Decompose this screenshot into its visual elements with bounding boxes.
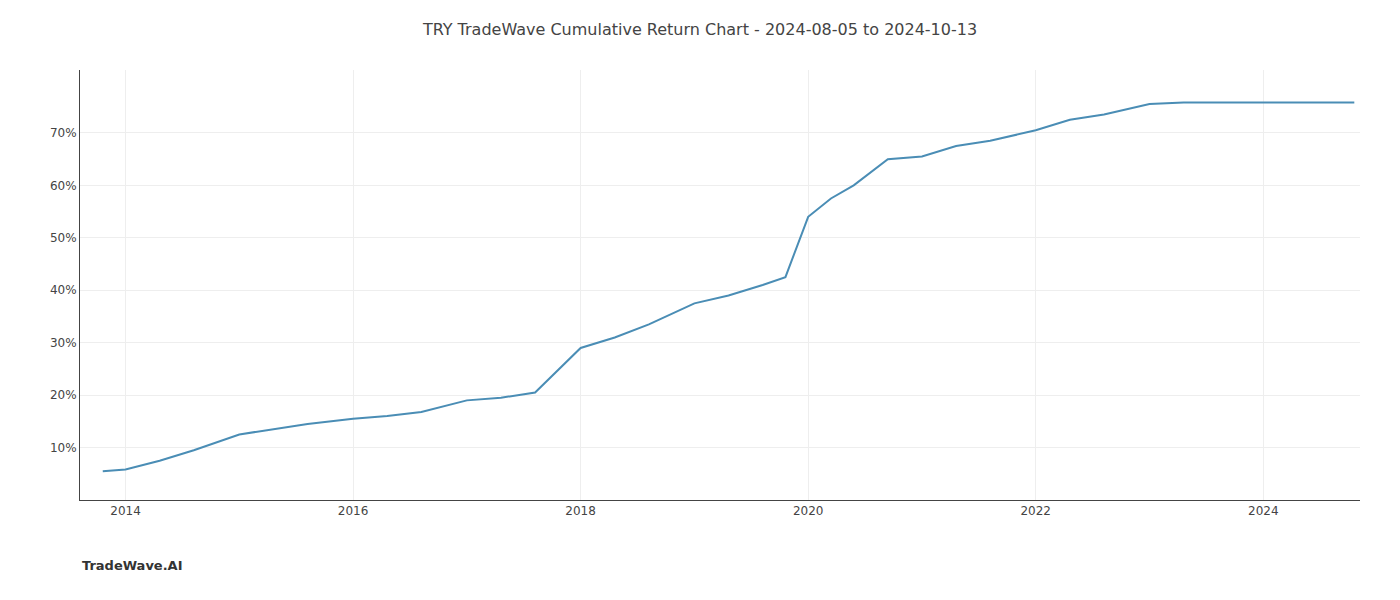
- svg-text:70%: 70%: [50, 126, 77, 140]
- svg-text:2024: 2024: [1248, 504, 1279, 518]
- svg-text:50%: 50%: [50, 231, 77, 245]
- svg-text:30%: 30%: [50, 336, 77, 350]
- svg-text:2020: 2020: [793, 504, 824, 518]
- svg-text:40%: 40%: [50, 283, 77, 297]
- svg-text:2016: 2016: [338, 504, 369, 518]
- svg-text:2014: 2014: [110, 504, 141, 518]
- svg-text:2022: 2022: [1020, 504, 1051, 518]
- svg-text:20%: 20%: [50, 388, 77, 402]
- svg-text:10%: 10%: [50, 441, 77, 455]
- svg-text:2018: 2018: [565, 504, 596, 518]
- svg-text:TRY TradeWave Cumulative Retur: TRY TradeWave Cumulative Return Chart - …: [422, 20, 977, 39]
- svg-text:TradeWave.AI: TradeWave.AI: [82, 558, 183, 573]
- svg-text:60%: 60%: [50, 179, 77, 193]
